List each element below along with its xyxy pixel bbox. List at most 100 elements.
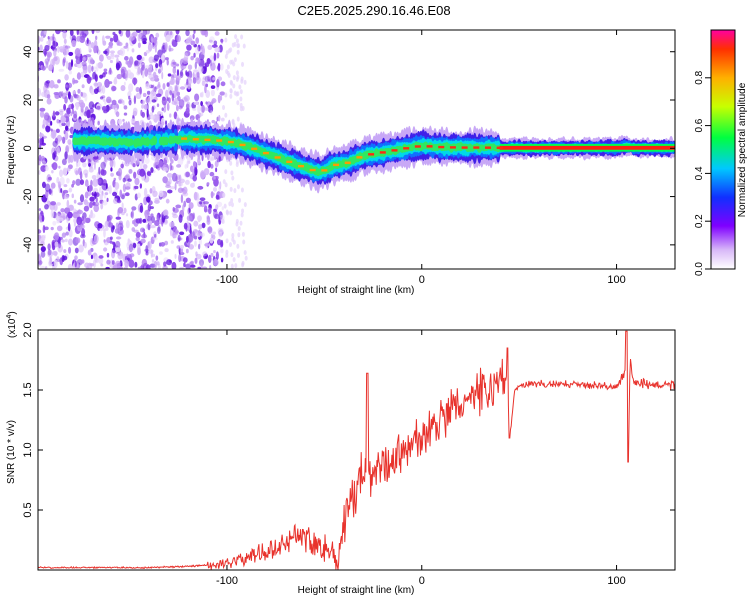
spectrogram-noise-speckle	[201, 112, 204, 117]
spectrogram-y-tick-label: -40	[22, 237, 34, 253]
spectrogram-noise-speckle	[100, 263, 104, 267]
spectrogram-noise-speckle	[123, 207, 127, 214]
spectrogram-noise-speckle	[115, 236, 122, 240]
spectrogram-noise-speckle	[173, 84, 180, 93]
spectrogram-noise-speckle	[240, 34, 244, 40]
spectrogram-noise-speckle	[130, 118, 136, 124]
spectrogram-noise-speckle	[91, 30, 95, 35]
spectrogram-peak-dash	[449, 146, 456, 149]
spectrogram-noise-speckle	[214, 31, 220, 36]
spectrogram-noise-speckle	[162, 176, 168, 184]
spectrogram-noise-speckle	[108, 185, 112, 195]
spectrogram-noise-speckle	[94, 255, 99, 264]
spectrogram-noise-speckle	[220, 117, 225, 122]
spectrogram-noise-speckle	[136, 54, 142, 61]
spectrogram-noise-speckle	[185, 81, 189, 86]
spectrogram-noise-speckle	[235, 76, 239, 82]
spectrogram-noise-speckle	[67, 238, 73, 246]
spectrogram-noise-speckle	[190, 174, 194, 179]
spectrogram-noise-speckle	[39, 107, 46, 112]
spectrogram-noise-speckle	[50, 209, 55, 218]
spectrogram-noise-speckle	[101, 35, 105, 44]
spectrogram-noise-speckle	[61, 239, 65, 243]
spectrogram-noise-speckle	[243, 250, 247, 256]
spectrogram-noise-speckle	[107, 106, 112, 111]
spectrogram-noise-speckle	[217, 227, 224, 234]
spectrogram-noise-speckle	[185, 107, 190, 114]
spectrogram-noise-speckle	[111, 249, 116, 259]
spectrogram-noise-speckle	[212, 77, 216, 81]
spectrogram-x-tick-label: -100	[216, 274, 238, 286]
spectrogram-noise-speckle	[144, 156, 150, 165]
spectrogram-noise-speckle	[124, 70, 129, 79]
spectrogram-noise-speckle	[178, 214, 183, 223]
spectrogram-x-tick-label: 0	[419, 274, 425, 286]
spectrogram-noise-speckle	[151, 259, 155, 263]
spectrogram-noise-speckle	[113, 177, 117, 182]
spectrogram-noise-speckle	[128, 259, 135, 268]
spectrogram-noise-speckle	[38, 170, 41, 175]
spectrogram-noise-speckle	[141, 70, 145, 79]
spectrogram-noise-speckle	[136, 192, 141, 199]
spectrogram-noise-speckle	[185, 197, 191, 204]
spectrogram-noise-speckle	[190, 260, 194, 265]
spectrogram-noise-speckle	[77, 202, 83, 206]
spectrogram-noise-speckle	[210, 163, 214, 169]
spectrogram-noise-speckle	[155, 32, 160, 38]
spectrogram-noise-speckle	[52, 110, 56, 118]
spectrogram-noise-speckle	[166, 259, 173, 266]
spectrogram-noise-speckle	[229, 186, 233, 192]
spectrogram-noise-speckle	[190, 264, 196, 268]
spectrogram-noise-speckle	[63, 184, 68, 188]
spectrogram-noise-speckle	[168, 45, 172, 52]
spectrogram-noise-speckle	[199, 170, 206, 180]
spectrogram-noise-speckle	[96, 105, 101, 110]
spectrogram-noise-speckle	[148, 56, 154, 64]
spectrogram-noise-speckle	[213, 52, 217, 62]
spectrogram-noise-speckle	[185, 235, 189, 243]
spectrogram-noise-speckle	[165, 57, 169, 61]
spectrogram-noise-speckle	[38, 35, 41, 44]
spectrogram-noise-speckle	[60, 188, 63, 194]
spectrogram-noise-speckle	[103, 50, 108, 55]
spectrogram-noise-speckle	[111, 85, 117, 92]
spectrogram-noise-speckle	[164, 219, 168, 224]
spectrogram-noise-speckle	[202, 251, 208, 257]
spectrogram-noise-speckle	[155, 63, 159, 69]
spectrogram-noise-speckle	[64, 151, 68, 160]
spectrogram-noise-speckle	[63, 38, 67, 45]
spectrogram-noise-speckle	[120, 163, 124, 169]
spectrogram-noise-speckle	[167, 189, 173, 194]
spectrogram-noise-speckle	[115, 260, 121, 268]
spectrogram-noise-speckle	[122, 177, 126, 183]
spectrogram-noise-speckle	[44, 183, 51, 192]
spectrogram-noise-speckle	[72, 113, 78, 121]
spectrogram-noise-speckle	[142, 228, 146, 233]
spectrogram-noise-speckle	[87, 64, 92, 74]
spectrogram-noise-speckle	[138, 32, 142, 39]
spectrogram-noise-speckle	[193, 101, 199, 106]
spectrogram-noise-speckle	[207, 44, 213, 51]
spectrogram-noise-speckle	[154, 197, 160, 203]
spectrogram-peak-dash	[414, 145, 421, 148]
spectrogram-noise-speckle	[51, 162, 58, 171]
spectrogram-noise-speckle	[161, 107, 164, 111]
spectrogram-noise-speckle	[146, 90, 151, 95]
spectrogram-noise-speckle	[51, 170, 54, 174]
spectrogram-noise-speckle	[146, 196, 151, 203]
spectrogram-noise-speckle	[166, 173, 173, 178]
spectrogram-noise-speckle	[85, 54, 92, 58]
spectrogram-noise-speckle	[175, 75, 181, 81]
spectrogram-peak-dash	[368, 153, 375, 156]
spectrogram-noise-speckle	[75, 178, 81, 186]
spectrogram-noise-speckle	[46, 80, 51, 84]
spectrogram-noise-speckle	[76, 72, 82, 80]
spectrogram-noise-speckle	[153, 233, 157, 239]
spectrogram-noise-speckle	[240, 76, 244, 82]
spectrogram-noise-speckle	[193, 191, 198, 201]
spectrogram-noise-speckle	[201, 222, 206, 229]
spectrogram-noise-speckle	[83, 241, 87, 249]
spectrogram-noise-speckle	[198, 243, 201, 250]
spectrogram-peak-dash	[286, 160, 293, 164]
spectrogram-noise-speckle	[115, 216, 122, 220]
